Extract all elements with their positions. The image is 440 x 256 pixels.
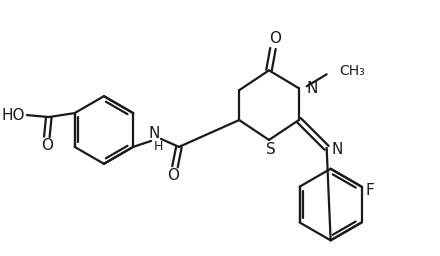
Text: O: O	[167, 168, 179, 183]
Text: F: F	[365, 183, 374, 198]
Text: N: N	[332, 142, 343, 157]
Text: O: O	[269, 31, 281, 46]
Text: N: N	[307, 81, 318, 96]
Text: H: H	[154, 140, 163, 153]
Text: O: O	[41, 138, 53, 153]
Text: CH₃: CH₃	[340, 64, 365, 78]
Text: HO: HO	[1, 108, 25, 123]
Text: N: N	[148, 126, 160, 142]
Text: S: S	[266, 142, 276, 157]
